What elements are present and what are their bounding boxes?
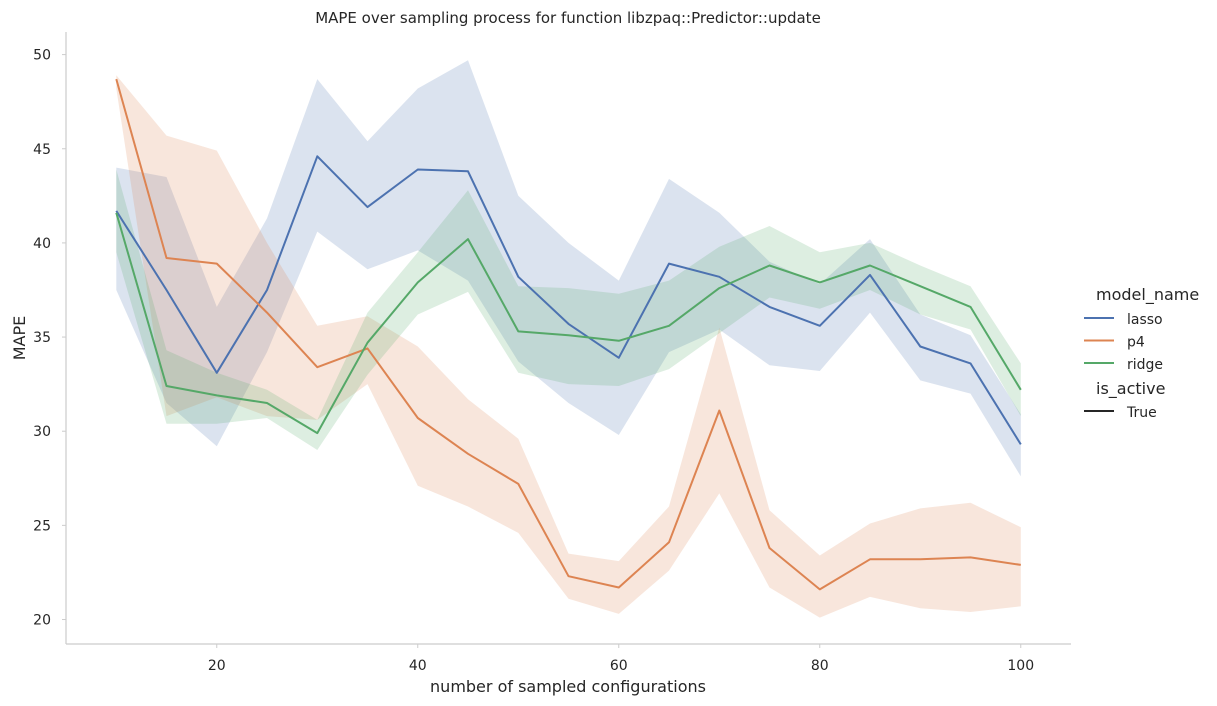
series-lines xyxy=(115,78,1022,591)
x-tick-label: 100 xyxy=(1007,658,1034,674)
band-ridge xyxy=(116,169,1021,450)
x-axis-label: number of sampled configurations xyxy=(430,677,706,696)
legend-label-lasso: lasso xyxy=(1127,312,1163,328)
x-tick-label: 40 xyxy=(409,658,427,674)
y-axis-label: MAPE xyxy=(10,316,29,361)
y-tick-label: 50 xyxy=(33,48,51,64)
x-tick-label: 20 xyxy=(208,658,226,674)
y-tick-label: 35 xyxy=(33,330,51,346)
y-tick-label: 20 xyxy=(33,613,51,629)
legend-style-label: True xyxy=(1126,405,1157,421)
y-tick-label: 30 xyxy=(33,424,51,440)
legend-title-hue: model_name xyxy=(1096,285,1199,305)
legend-label-p4: p4 xyxy=(1127,335,1145,351)
y-tick-label: 25 xyxy=(33,518,51,534)
y-axis-ticks: 20 25 30 35 40 45 50 xyxy=(33,48,66,629)
legend-label-ridge: ridge xyxy=(1127,357,1163,373)
legend-items: lasso p4 ridge xyxy=(1084,312,1163,373)
y-tick-label: 40 xyxy=(33,236,51,252)
confidence-bands xyxy=(116,60,1021,618)
x-tick-label: 60 xyxy=(610,658,628,674)
x-tick-label: 80 xyxy=(811,658,829,674)
series-line-lasso xyxy=(115,155,1022,445)
legend: model_name lasso p4 ridge is_active True xyxy=(1084,285,1199,421)
series-line-p4 xyxy=(115,78,1021,591)
chart-title: MAPE over sampling process for function … xyxy=(315,9,821,27)
band-lasso xyxy=(116,60,1021,477)
x-axis-ticks: 20 40 60 80 100 xyxy=(208,644,1034,674)
y-tick-label: 45 xyxy=(33,142,51,158)
legend-title-style: is_active xyxy=(1096,379,1165,399)
series-line-ridge xyxy=(115,212,1022,435)
